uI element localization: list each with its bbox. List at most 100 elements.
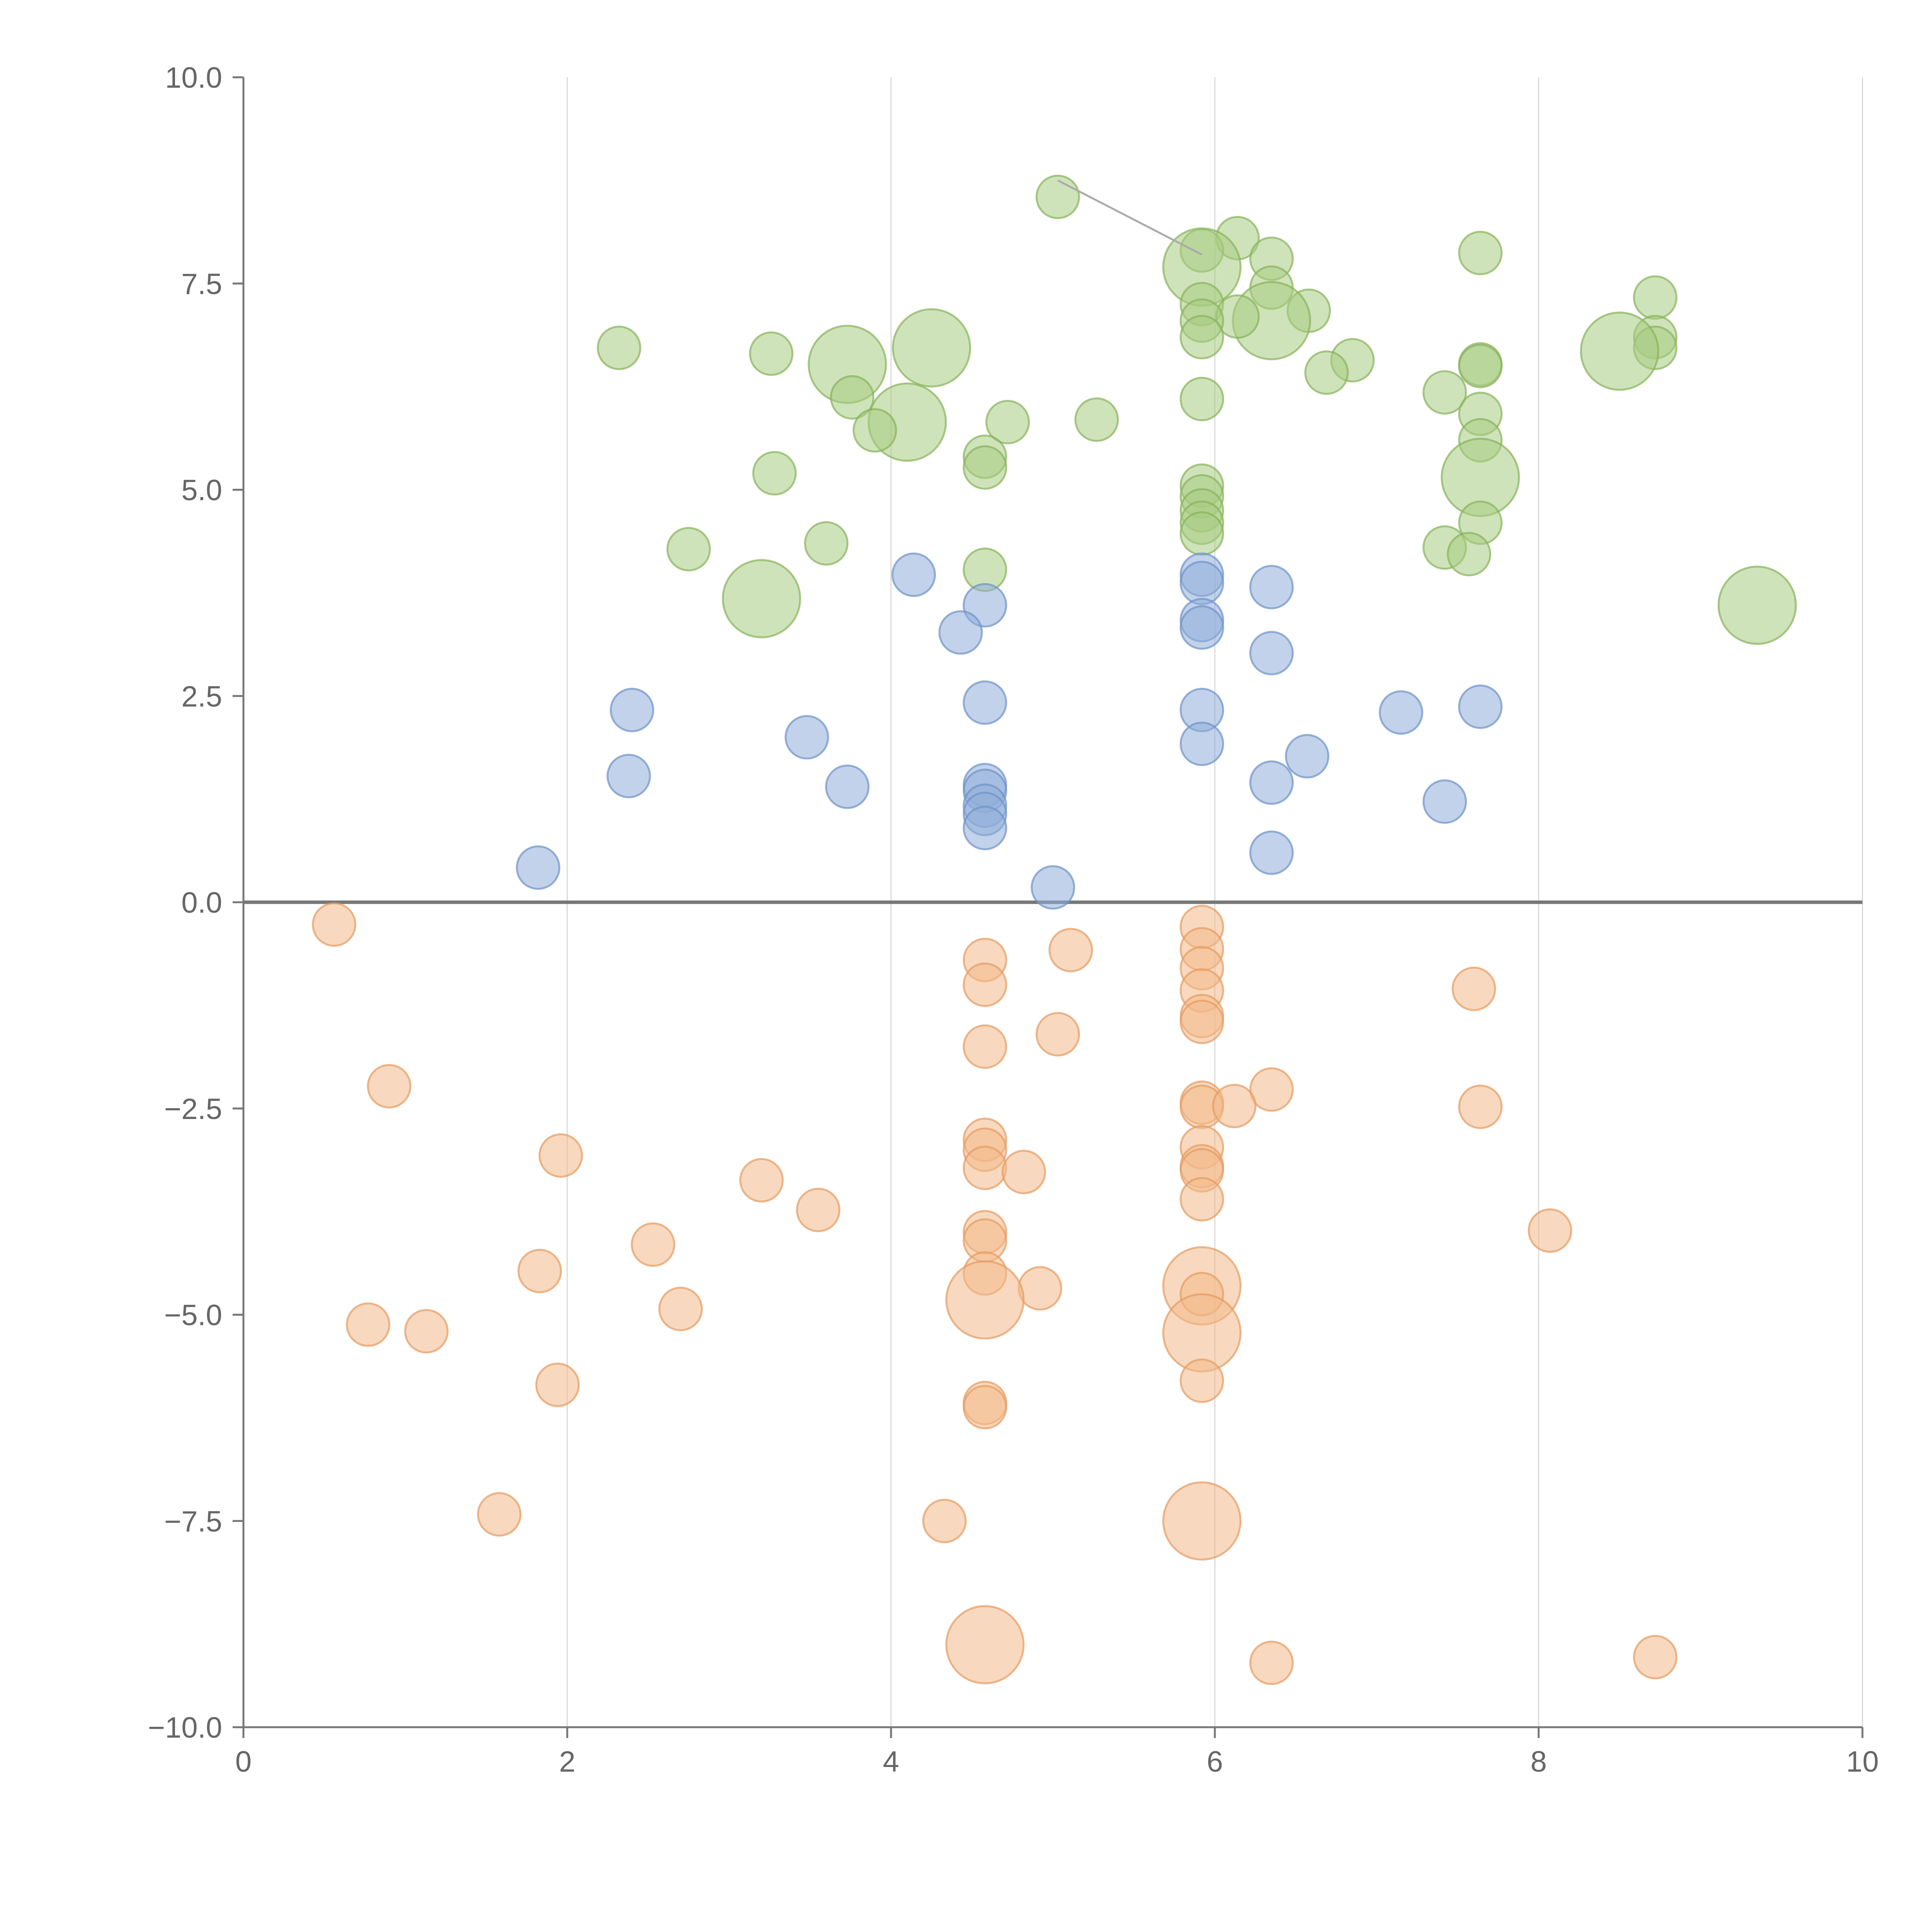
bubble-point[interactable] (1179, 377, 1224, 422)
bubble-point[interactable] (535, 1362, 580, 1407)
bubble-point[interactable] (784, 715, 829, 760)
bubble-point[interactable] (1447, 532, 1492, 577)
bubble-point[interactable] (404, 1309, 449, 1354)
y-tick-label: 2.5 (181, 680, 222, 713)
bubble-point[interactable] (516, 845, 561, 890)
bubble-point[interactable] (597, 325, 641, 370)
bubble-point[interactable] (963, 680, 1007, 725)
bubble-point[interactable] (963, 806, 1007, 850)
bubble-point[interactable] (1249, 631, 1294, 675)
x-tick-label: 4 (883, 1745, 899, 1778)
bubble-point[interactable] (963, 1024, 1007, 1069)
bubble-point[interactable] (1179, 315, 1224, 360)
bubble-point[interactable] (1422, 779, 1467, 824)
bubble-point[interactable] (1036, 175, 1080, 219)
x-tick-label: 8 (1531, 1745, 1547, 1778)
bubble-point[interactable] (1036, 1012, 1080, 1057)
bubble-point[interactable] (963, 445, 1007, 490)
y-tick-label: −10.0 (148, 1711, 222, 1744)
bubble-point[interactable] (1633, 275, 1678, 320)
bubble-point[interactable] (1002, 1150, 1046, 1194)
bubble-point[interactable] (606, 753, 651, 798)
bubble-point[interactable] (752, 451, 797, 496)
bubble-point[interactable] (985, 400, 1030, 444)
bubble-point[interactable] (963, 1385, 1007, 1430)
x-tick-label: 0 (235, 1745, 252, 1778)
bubble-point[interactable] (1304, 350, 1349, 395)
bubble-point[interactable] (1527, 1208, 1572, 1253)
bubble-point[interactable] (1458, 344, 1503, 388)
bubble-point[interactable] (938, 610, 983, 655)
bubble-point[interactable] (1422, 370, 1467, 415)
bubble-point[interactable] (477, 1492, 522, 1537)
series-2 (516, 552, 1503, 910)
bubble-point[interactable] (1212, 1083, 1257, 1128)
bubble-point[interactable] (1162, 1481, 1242, 1561)
bubble-point[interactable] (796, 1187, 840, 1232)
y-tick-label: −5.0 (164, 1299, 222, 1332)
bubble-point[interactable] (1249, 760, 1294, 805)
x-tick-label: 2 (559, 1745, 575, 1778)
bubble-point[interactable] (517, 1248, 562, 1293)
bubble-point[interactable] (1017, 1266, 1062, 1311)
bubble-point[interactable] (1249, 1640, 1294, 1685)
bubble-point[interactable] (367, 1064, 412, 1109)
bubble-point[interactable] (739, 1158, 784, 1202)
bubble-point[interactable] (1458, 231, 1503, 276)
bubble-point[interactable] (1458, 1084, 1503, 1129)
bubble-point[interactable] (804, 521, 849, 566)
axes: 0 2 4 6 8 10 10.0 7.5 5.0 2.5 0.0 −2.5 −5.0 −7.5 −10.0 (148, 61, 1879, 1778)
bubble-point[interactable] (722, 559, 801, 638)
bubble-point[interactable] (610, 688, 655, 733)
bubble-point[interactable] (892, 308, 971, 388)
bubble-point[interactable] (1451, 966, 1496, 1011)
bubble-point[interactable] (963, 1145, 1007, 1190)
bubble-point[interactable] (666, 527, 711, 571)
x-tick-label: 10 (1846, 1745, 1879, 1778)
bubble-point[interactable] (1179, 561, 1224, 605)
bubble-point[interactable] (631, 1222, 675, 1267)
bubble-point[interactable] (1249, 1067, 1294, 1112)
bubble-point[interactable] (1379, 690, 1423, 735)
bubble-point[interactable] (1048, 928, 1093, 973)
bubble-point[interactable] (1285, 734, 1330, 779)
y-tick-label: 0.0 (181, 886, 222, 919)
bubble-point[interactable] (1179, 1358, 1224, 1403)
bubble-point[interactable] (825, 764, 870, 809)
x-tick-label: 6 (1207, 1745, 1223, 1778)
y-tick-label: 5.0 (181, 474, 222, 507)
bubble-point[interactable] (1249, 565, 1294, 609)
bubble-point[interactable] (852, 408, 897, 453)
bubble-point[interactable] (1179, 605, 1224, 650)
bubble-point[interactable] (1580, 311, 1659, 391)
bubble-point[interactable] (1249, 830, 1294, 875)
bubble-point[interactable] (1031, 865, 1075, 910)
bubble-point[interactable] (891, 552, 936, 597)
bubble-point[interactable] (1179, 1177, 1224, 1222)
y-tick-label: 10.0 (165, 61, 222, 94)
bubble-point[interactable] (1458, 684, 1503, 729)
bubble-point[interactable] (830, 375, 874, 420)
bubble-point[interactable] (1633, 1635, 1678, 1680)
bubble-point[interactable] (1718, 565, 1797, 645)
y-tick-label: −7.5 (164, 1505, 222, 1538)
bubble-point[interactable] (963, 963, 1007, 1007)
bubble-point[interactable] (312, 902, 357, 947)
bubble-point[interactable] (658, 1287, 703, 1332)
connector-line (1057, 179, 1202, 256)
series-1 (597, 175, 1797, 645)
y-tick-label: 7.5 (181, 268, 222, 301)
bubble-point[interactable] (1179, 1000, 1224, 1044)
bubble-point[interactable] (1179, 721, 1224, 766)
bubble-point[interactable] (1074, 397, 1119, 442)
bubble-point[interactable] (922, 1498, 967, 1543)
bubble-point[interactable] (346, 1302, 391, 1347)
bubble-point[interactable] (945, 1260, 1025, 1340)
bubble-point[interactable] (1179, 511, 1224, 556)
bubbles (312, 175, 1797, 1685)
bubble-point[interactable] (945, 1605, 1025, 1684)
series-3 (312, 902, 1678, 1685)
bubble-point[interactable] (538, 1133, 583, 1178)
bubble-point[interactable] (749, 331, 794, 376)
